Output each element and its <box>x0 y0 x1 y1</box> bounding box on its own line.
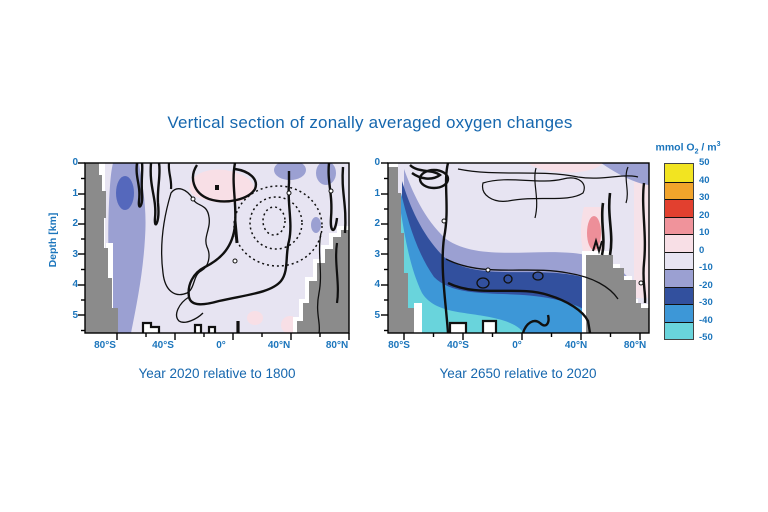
pink-patch <box>247 311 263 325</box>
colorbar-cell <box>665 164 693 182</box>
x-tick-label: 40°S <box>447 340 469 351</box>
colorbar-cell <box>665 269 693 287</box>
plot-frame <box>387 162 650 334</box>
left-panel-field <box>85 163 349 333</box>
unit-subscript: 2 <box>694 148 699 156</box>
land-gap <box>106 243 113 308</box>
x-tick-label: 80°S <box>94 340 116 351</box>
colorbar-cell <box>665 321 693 339</box>
purple-patch <box>311 217 321 233</box>
y-tick-label: 5 <box>374 309 380 321</box>
x-tick-label: 80°N <box>623 340 647 351</box>
land-gap <box>414 303 422 333</box>
y-tick-label: 0 <box>374 157 380 168</box>
negative-10-20-region <box>108 163 146 333</box>
unit-mid: / m <box>698 141 717 154</box>
y-tick-label: 2 <box>72 218 78 229</box>
unit-prefix: mmol O <box>655 141 695 154</box>
x-tick-label: 40°N <box>267 340 291 351</box>
land-mask-north <box>586 255 649 333</box>
x-tick-label: 0° <box>512 340 522 351</box>
x-tick-label: 80°S <box>388 340 410 351</box>
right-panel <box>381 162 650 340</box>
depth-axis-label: Depth [km] <box>47 212 59 268</box>
colorbar-tick-label: 30 <box>699 192 710 203</box>
colorbar-cell <box>665 286 693 304</box>
y-tick-label: 3 <box>72 248 78 260</box>
axis-ticks <box>78 162 350 340</box>
pink-right-column <box>634 163 649 298</box>
colorbar-tick-label: 0 <box>699 244 705 256</box>
x-tick-label: 0° <box>216 340 226 351</box>
contour-lines <box>135 163 347 333</box>
y-tick-label: 5 <box>72 309 78 321</box>
y-tick-label: 1 <box>72 187 78 199</box>
colorbar-tick-label: -30 <box>699 297 713 308</box>
colorbar-cell <box>665 234 693 252</box>
colorbar-tick-label: -10 <box>699 262 713 273</box>
colorbar-tick-label: 20 <box>699 209 710 221</box>
x-tick-label: 80°N <box>325 340 349 351</box>
negative-30-40-region <box>401 193 606 333</box>
colorbar-tick-label: 40 <box>699 174 710 186</box>
positive-10-20-core <box>587 216 601 250</box>
colorbar-unit-label: mmol O2 / m3 <box>630 141 746 156</box>
pink-surface-band <box>528 163 603 173</box>
left-panel <box>78 162 350 340</box>
x-tick-label: 40°S <box>152 340 174 351</box>
y-tick-label: 3 <box>374 248 380 260</box>
axis-ticks <box>381 162 641 340</box>
colorbar-tick-label: -20 <box>699 279 713 291</box>
unit-superscript: 3 <box>716 141 721 148</box>
colorbar-cell <box>665 216 693 234</box>
left-panel-caption: Year 2020 relative to 1800 <box>138 366 296 381</box>
right-panel-field <box>388 163 649 333</box>
purple-top-right <box>601 163 649 185</box>
contour-lines <box>409 163 647 333</box>
colorbar-tick-label: -40 <box>699 314 713 326</box>
colorbar-tick-label: -50 <box>699 332 713 343</box>
colorbar-tick-label: 50 <box>699 157 710 168</box>
colorbar <box>664 163 694 340</box>
colorbar-tick-label: 10 <box>699 227 710 238</box>
y-tick-label: 1 <box>374 187 380 199</box>
land-mask-antarctica <box>85 163 118 333</box>
y-tick-label: 2 <box>374 218 380 229</box>
positive-0-10-blob <box>189 169 254 203</box>
land-mask-antarctica <box>388 167 414 333</box>
colorbar-cell <box>665 304 693 322</box>
colorbar-cell <box>665 251 693 269</box>
right-panel-caption: Year 2650 relative to 2020 <box>439 366 597 381</box>
x-tick-label: 40°N <box>564 340 588 351</box>
y-tick-label: 4 <box>72 279 78 290</box>
y-tick-label: 0 <box>72 157 78 168</box>
colorbar-cell <box>665 181 693 199</box>
y-tick-label: 4 <box>374 279 380 290</box>
plot-frame <box>84 162 350 334</box>
purple-patch <box>316 163 336 185</box>
colorbar-cell <box>665 199 693 217</box>
figure-title: Vertical section of zonally averaged oxy… <box>167 113 573 132</box>
negative-20-30-blob <box>116 176 134 210</box>
